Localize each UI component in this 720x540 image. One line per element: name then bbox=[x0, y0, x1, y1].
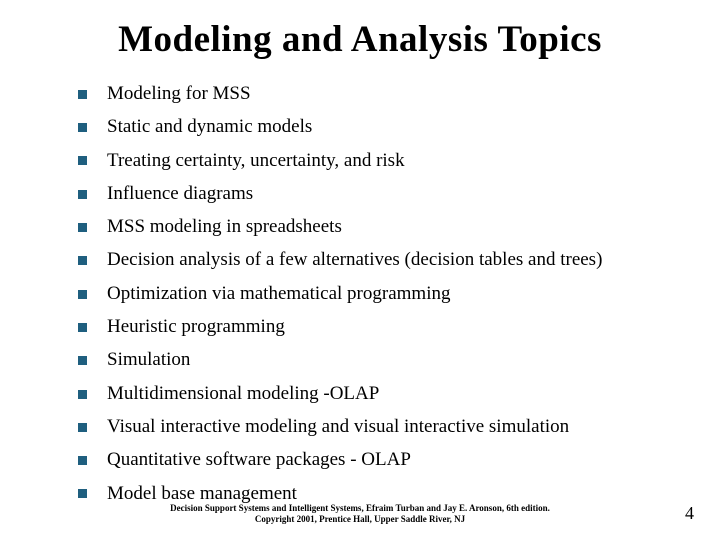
footer-line-1: Decision Support Systems and Intelligent… bbox=[0, 503, 720, 515]
bullet-text: Static and dynamic models bbox=[107, 116, 312, 139]
bullet-text: Visual interactive modeling and visual i… bbox=[107, 416, 569, 439]
bullet-text: Influence diagrams bbox=[107, 183, 253, 206]
slide-title: Modeling and Analysis Topics bbox=[30, 18, 690, 61]
square-bullet-icon bbox=[78, 456, 87, 465]
square-bullet-icon bbox=[78, 123, 87, 132]
bullet-text: Quantitative software packages - OLAP bbox=[107, 449, 411, 472]
bullet-text: Treating certainty, uncertainty, and ris… bbox=[107, 150, 405, 173]
footer-line-2: Copyright 2001, Prentice Hall, Upper Sad… bbox=[0, 514, 720, 526]
bullet-text: Decision analysis of a few alternatives … bbox=[107, 249, 602, 272]
square-bullet-icon bbox=[78, 290, 87, 299]
list-item: Heuristic programming bbox=[78, 316, 690, 339]
list-item: Decision analysis of a few alternatives … bbox=[78, 249, 690, 272]
list-item: Quantitative software packages - OLAP bbox=[78, 449, 690, 472]
bullet-text: Simulation bbox=[107, 349, 190, 372]
bullet-text: Modeling for MSS bbox=[107, 83, 251, 106]
list-item: MSS modeling in spreadsheets bbox=[78, 216, 690, 239]
list-item: Visual interactive modeling and visual i… bbox=[78, 416, 690, 439]
square-bullet-icon bbox=[78, 323, 87, 332]
list-item: Modeling for MSS bbox=[78, 83, 690, 106]
list-item: Static and dynamic models bbox=[78, 116, 690, 139]
square-bullet-icon bbox=[78, 356, 87, 365]
bullet-list: Modeling for MSS Static and dynamic mode… bbox=[30, 83, 690, 505]
square-bullet-icon bbox=[78, 190, 87, 199]
list-item: Influence diagrams bbox=[78, 183, 690, 206]
page-number: 4 bbox=[685, 503, 694, 524]
footer: Decision Support Systems and Intelligent… bbox=[0, 503, 720, 526]
square-bullet-icon bbox=[78, 256, 87, 265]
square-bullet-icon bbox=[78, 223, 87, 232]
square-bullet-icon bbox=[78, 90, 87, 99]
list-item: Optimization via mathematical programmin… bbox=[78, 283, 690, 306]
bullet-text: Optimization via mathematical programmin… bbox=[107, 283, 450, 306]
list-item: Simulation bbox=[78, 349, 690, 372]
square-bullet-icon bbox=[78, 423, 87, 432]
square-bullet-icon bbox=[78, 156, 87, 165]
slide-container: Modeling and Analysis Topics Modeling fo… bbox=[0, 0, 720, 540]
bullet-text: Heuristic programming bbox=[107, 316, 285, 339]
bullet-text: MSS modeling in spreadsheets bbox=[107, 216, 342, 239]
list-item: Multidimensional modeling -OLAP bbox=[78, 383, 690, 406]
square-bullet-icon bbox=[78, 489, 87, 498]
list-item: Treating certainty, uncertainty, and ris… bbox=[78, 150, 690, 173]
bullet-text: Multidimensional modeling -OLAP bbox=[107, 383, 379, 406]
square-bullet-icon bbox=[78, 390, 87, 399]
